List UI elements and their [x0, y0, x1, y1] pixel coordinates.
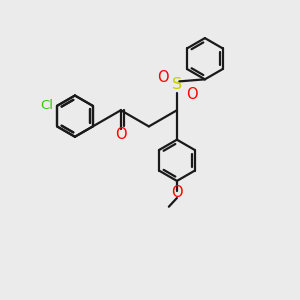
Text: O: O [186, 87, 197, 102]
Text: O: O [115, 128, 127, 142]
Text: O: O [157, 70, 169, 85]
Text: Cl: Cl [40, 99, 53, 112]
Text: O: O [171, 185, 183, 200]
Text: S: S [172, 77, 182, 92]
